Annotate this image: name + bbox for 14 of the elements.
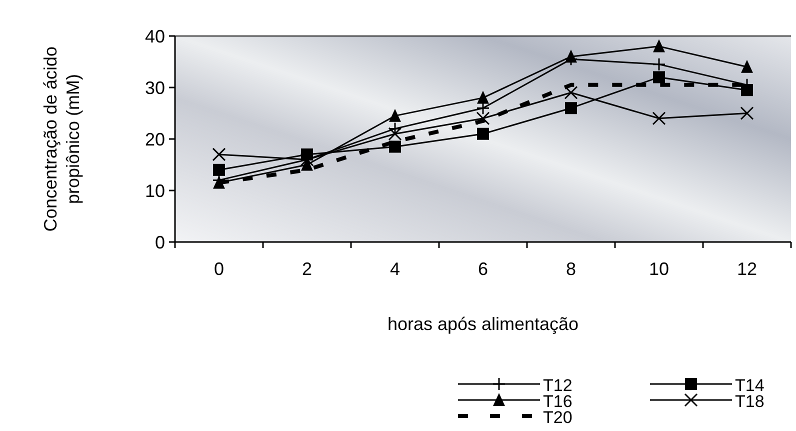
y-tick-label: 30 [144,78,165,98]
x-tick-label: 6 [478,259,488,279]
x-tick-label: 2 [302,259,312,279]
y-tick-label: 10 [144,180,165,201]
x-tick-label: 0 [214,259,224,279]
x-tick-label: 4 [390,259,400,279]
x-axis-title: horas após alimentação [387,314,579,334]
x-tick-label: 10 [648,259,670,279]
y-tick-label: 0 [154,232,165,252]
x-tick-label: 12 [736,259,758,279]
y-tick-label: 40 [144,26,165,46]
y-tick-label: 20 [144,129,165,150]
x-tick-label: 8 [566,259,576,279]
y-axis-title: Concentração de ácido propiônico (mM) [40,46,83,232]
